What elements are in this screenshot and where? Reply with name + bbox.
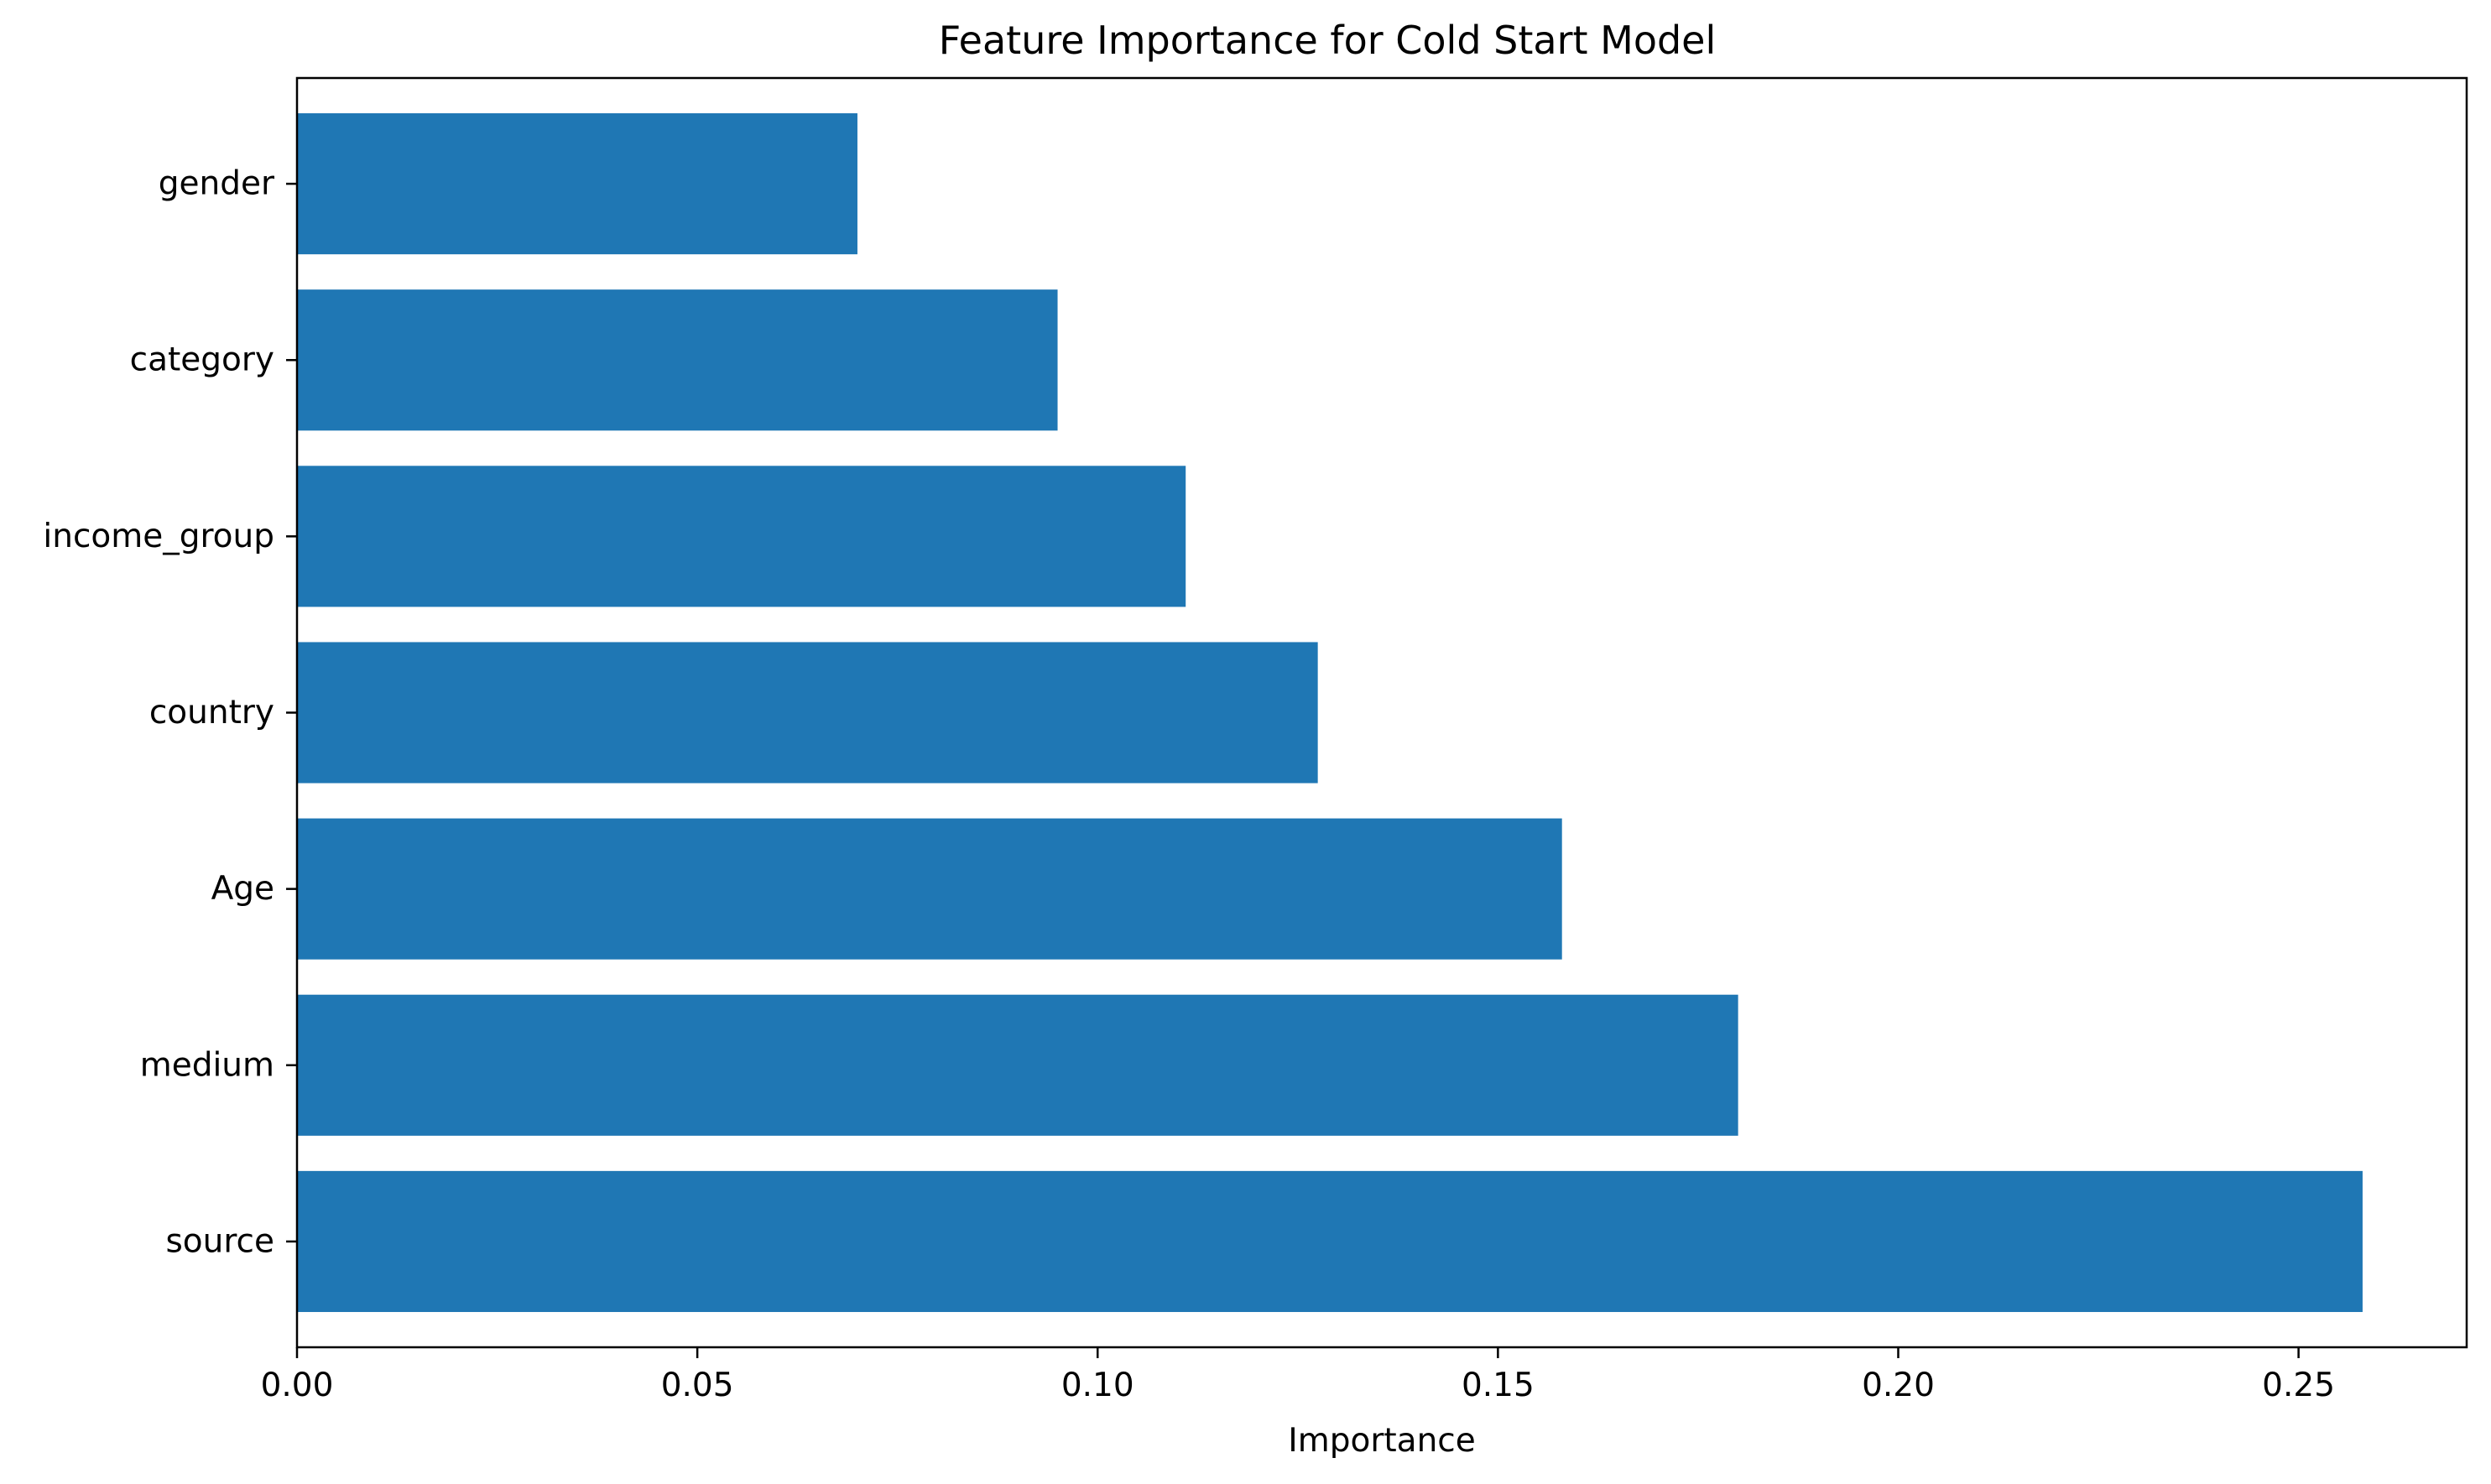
- y-tick-label-category: category: [130, 341, 274, 379]
- x-tick-label-4: 0.20: [1862, 1367, 1935, 1404]
- bar-category: [297, 289, 1058, 431]
- bar-country: [297, 642, 1318, 784]
- y-tick-label-age: Age: [211, 870, 274, 908]
- bar-age: [297, 818, 1562, 960]
- x-tick-label-1: 0.05: [661, 1367, 734, 1404]
- bar-gender: [297, 113, 857, 255]
- x-tick-label-0: 0.00: [261, 1367, 334, 1404]
- y-tick-label-medium: medium: [140, 1046, 274, 1084]
- plot-frame: [295, 76, 2468, 1349]
- y-tick-label-country: country: [149, 694, 274, 732]
- x-axis-ticks: 0.00 0.05 0.10 0.15 0.20 0.25: [261, 1347, 2335, 1404]
- bars-group: [297, 113, 2363, 1312]
- y-tick-label-gender: gender: [159, 165, 275, 203]
- x-axis-label: Importance: [1288, 1422, 1476, 1460]
- bar-medium: [297, 994, 1738, 1136]
- chart-title: Feature Importance for Cold Start Model: [939, 18, 1717, 63]
- y-axis-ticks: source medium Age country income_group catego…: [43, 165, 297, 1260]
- x-tick-label-2: 0.10: [1061, 1367, 1134, 1404]
- y-tick-label-source: source: [165, 1222, 274, 1260]
- x-tick-label-3: 0.15: [1462, 1367, 1535, 1404]
- bar-source: [297, 1170, 2363, 1312]
- bar-income-group: [297, 466, 1186, 607]
- x-tick-label-5: 0.25: [2262, 1367, 2335, 1404]
- y-tick-label-income-group: income_group: [43, 518, 274, 555]
